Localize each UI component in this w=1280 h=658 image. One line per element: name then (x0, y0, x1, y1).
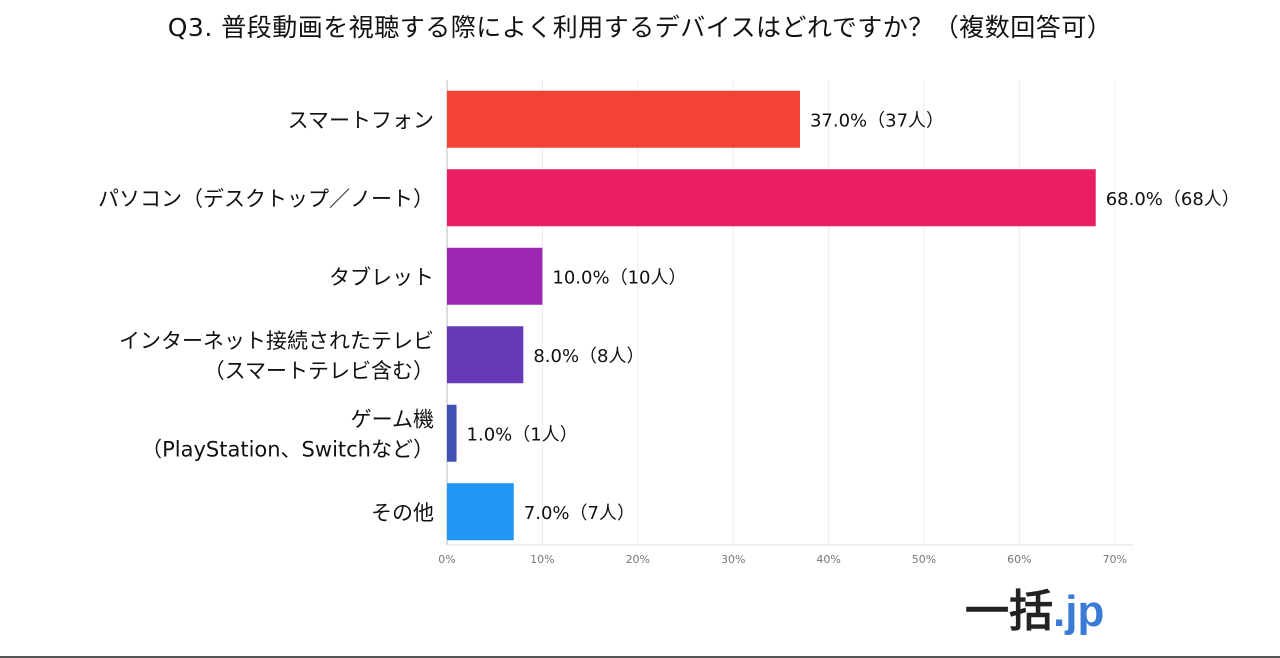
x-tick-label: 10% (530, 553, 554, 566)
x-tick-label: 70% (1103, 553, 1127, 566)
x-axis-ticks: 0% 10% 20% 30% 40% 50% 60% 70% (438, 553, 1127, 566)
category-label: （スマートテレビ含む） (204, 359, 434, 383)
x-tick-label: 30% (721, 553, 745, 566)
data-label: 10.0%（10人） (552, 267, 686, 288)
x-tick-label: 40% (816, 553, 840, 566)
x-tick-label: 20% (626, 553, 650, 566)
bottom-border (0, 656, 1280, 658)
x-tick-label: 0% (438, 553, 455, 566)
gridlines (446, 80, 1134, 546)
category-label: パソコン（デスクトップ／ノート） (98, 187, 434, 211)
category-label: （PlayStation、Switchなど） (141, 437, 434, 461)
brand-logo: 一括.jp (965, 590, 1104, 634)
bar (447, 169, 1096, 227)
x-tick-label: 60% (1007, 553, 1031, 566)
bar (447, 483, 514, 541)
logo-suffix: .jp (1053, 587, 1105, 636)
category-label: その他 (371, 501, 434, 525)
x-tick-label: 50% (912, 553, 936, 566)
chart-title: Q3. 普段動画を視聴する際によく利用するデバイスはどれですか？（複数回答可） (167, 13, 1113, 42)
bar (447, 90, 800, 148)
bar (447, 326, 524, 384)
data-label: 7.0%（7人） (524, 503, 635, 524)
bar (447, 404, 457, 462)
bar (447, 247, 543, 305)
category-label: タブレット (329, 265, 434, 289)
category-label: ゲーム機 (351, 407, 434, 431)
category-label: スマートフォン (288, 108, 434, 132)
data-label: 8.0%（8人） (533, 346, 644, 367)
value-labels: 37.0%（37人） 68.0%（68人） 10.0%（10人） 8.0%（8人） 1.… (467, 110, 1240, 524)
data-label: 1.0%（1人） (467, 424, 578, 445)
category-label: インターネット接続されたテレビ (119, 329, 434, 353)
data-label: 68.0%（68人） (1106, 189, 1240, 210)
data-label: 37.0%（37人） (810, 110, 944, 131)
logo-kanji: 一括 (965, 586, 1053, 637)
bars (447, 90, 1096, 541)
